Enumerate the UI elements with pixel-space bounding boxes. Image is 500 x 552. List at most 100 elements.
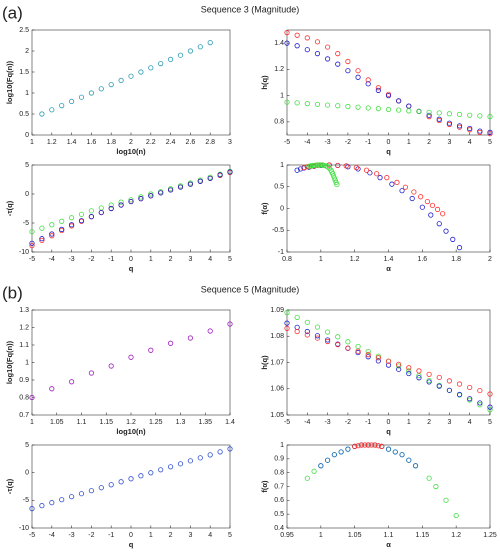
data-point [365,354,371,360]
x-tick-label: 1.1 [77,419,87,426]
data-point [355,68,361,74]
y-axis-label: h(q) [260,355,269,370]
x-tick-label: -2 [88,256,94,263]
data-point [456,123,463,129]
data-point [227,446,233,452]
data-point [345,345,351,351]
data-point [456,245,463,251]
data-point [318,162,324,168]
x-tick-label: -2 [345,139,351,146]
data-point [301,165,307,171]
data-point [396,98,402,104]
data-point [324,44,331,50]
data-point [406,457,412,463]
data-point [450,236,456,242]
y-tick-label: 1.05 [270,412,284,419]
y-axis-label: f(α) [260,480,269,493]
y-tick-label: 0.4 [274,525,284,532]
data-point [443,497,449,503]
x-tick-label: -5 [284,139,290,146]
data-point [78,94,85,100]
x-tick-label: 4 [468,419,472,426]
data-point [304,47,310,53]
data-point [319,162,326,168]
data-point [304,101,310,107]
data-point [108,82,114,88]
data-point [49,107,55,113]
x-tick-label: 2 [169,256,173,263]
data-point [29,240,35,246]
data-point [396,361,402,367]
x-axis-label: α [386,540,391,549]
data-point [39,503,45,509]
data-point [396,366,402,372]
x-tick-label: 1 [319,532,323,539]
x-tick-label: -2 [88,532,94,539]
x-tick-label: 0 [387,139,391,146]
data-point [318,463,324,469]
data-point [338,449,344,455]
data-point [365,77,371,83]
data-point [433,483,439,490]
data-point [128,476,134,482]
x-tick-label: 3 [447,419,451,426]
data-point [207,328,213,334]
data-point [406,370,412,377]
data-point [324,337,331,343]
x-tick-label: 1.2 [451,532,461,539]
panel-label: (a) [2,3,23,22]
data-point [487,391,493,397]
data-point [426,112,432,118]
x-tick-label: 2 [427,139,431,146]
data-point [426,371,432,377]
panel-title: Sequence 5 (Magnitude) [201,284,300,294]
panel-label: (b) [2,283,23,302]
data-point [294,32,300,38]
data-point [389,181,395,187]
data-point [436,374,442,381]
data-point [384,175,390,181]
data-point [365,81,371,87]
x-tick-label: -1 [108,532,114,539]
data-point [168,56,174,63]
data-point [375,85,381,91]
data-point [108,363,114,369]
y-tick-label: 1.4 [274,40,284,47]
x-tick-label: 2.6 [186,139,196,146]
y-tick-label: -10 [19,525,29,532]
x-axis-label: α [386,264,391,273]
data-point [416,368,422,374]
data-point [88,488,95,494]
y-tick-label: -0.5 [272,227,284,234]
data-point [49,233,55,239]
data-point [148,347,154,353]
data-point [467,112,473,118]
data-point [314,335,321,341]
y-tick-label: -10 [19,249,29,256]
data-point [372,442,378,448]
data-point [29,243,35,249]
data-point [297,166,304,172]
x-tick-label: 2 [488,256,492,263]
data-point [385,446,392,452]
y-axis-label: f(α) [260,202,269,215]
data-point [456,111,463,117]
y-tick-label: 5 [25,442,29,449]
data-point [29,506,35,512]
data-point [108,205,114,212]
data-point [385,106,392,113]
data-point [324,329,331,335]
data-point [365,352,371,358]
data-point [69,494,75,500]
data-point [436,110,442,116]
data-point [365,442,371,448]
x-tick-label: 1.3 [176,419,186,426]
x-tick-label: -4 [49,256,55,263]
data-point [294,328,300,335]
x-tick-label: -4 [304,139,310,146]
data-point [197,455,203,461]
data-point [467,396,473,402]
x-tick-label: 1 [149,256,153,263]
plot-area [31,29,231,136]
